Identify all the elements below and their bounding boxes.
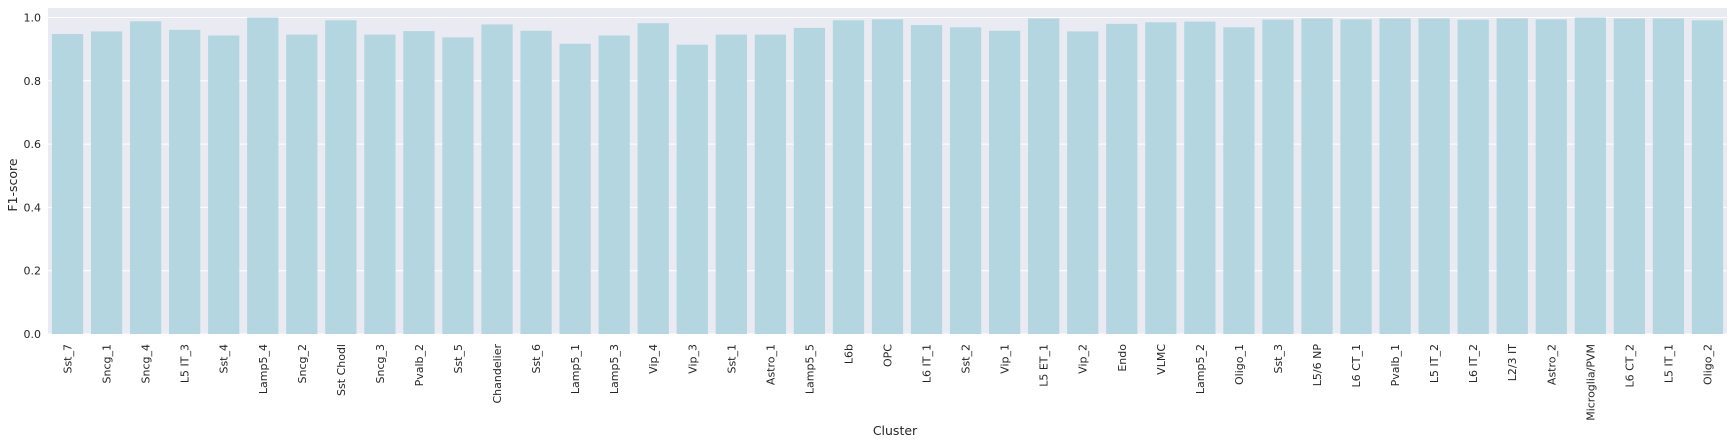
bar	[1418, 18, 1450, 334]
bar	[793, 27, 826, 334]
bar	[1379, 18, 1411, 334]
x-tick-label: Sncg_4	[140, 344, 153, 383]
bar	[1340, 19, 1372, 335]
x-tick-label: Sst_5	[452, 344, 465, 374]
x-tick-label: Vip_3	[686, 344, 699, 374]
x-tick-label: L5 IT_2	[1428, 344, 1441, 383]
bar	[871, 19, 904, 335]
bar	[949, 27, 982, 335]
bar	[208, 35, 240, 335]
x-tick-label: Lamp5_2	[1194, 344, 1207, 394]
x-tick-label: Sncg_3	[374, 344, 387, 383]
bar	[1184, 21, 1216, 334]
bar	[1574, 17, 1606, 334]
x-tick-label: Astro_2	[1545, 344, 1558, 385]
x-tick-label: Oligo_2	[1701, 344, 1714, 385]
x-tick-label: Pvalb_1	[1389, 344, 1402, 386]
bar	[1496, 18, 1528, 334]
x-tick-label: L5 IT_1	[1662, 344, 1675, 383]
bar	[1106, 23, 1138, 334]
x-tick-label: Microglia/PVM	[1584, 344, 1597, 421]
x-tick-label: Vip_4	[647, 344, 660, 374]
x-tick-label: Sst_7	[62, 344, 75, 374]
x-tick-label: L5 ET_1	[1038, 344, 1051, 387]
bar	[1652, 18, 1685, 334]
x-tick-label: Sncg_1	[101, 344, 114, 383]
y-tick-label: 0.8	[24, 75, 42, 88]
x-tick-label: Endo	[1116, 344, 1129, 372]
x-tick-label: Lamp5_1	[569, 344, 582, 394]
bar	[286, 34, 318, 335]
x-tick-label: L6 IT_1	[921, 344, 934, 383]
x-tick-label: Lamp5_5	[803, 344, 816, 394]
bar	[1262, 19, 1294, 334]
x-tick-label: Lamp5_3	[608, 344, 621, 394]
x-tick-label: Sst_3	[1272, 344, 1285, 374]
x-tick-label: Sst_2	[960, 344, 973, 374]
bar	[90, 31, 123, 335]
bar	[1301, 18, 1333, 334]
bar	[247, 17, 279, 334]
x-tick-label: L5 IT_3	[179, 344, 192, 383]
x-tick-label: Pvalb_2	[413, 344, 426, 386]
bar	[637, 23, 669, 335]
x-tick-label: OPC	[882, 344, 895, 367]
bar	[1691, 20, 1724, 334]
x-tick-label: Lamp5_4	[257, 344, 270, 394]
x-tick-label: Sst Chodl	[335, 344, 348, 396]
y-tick-label: 0.0	[24, 328, 42, 341]
x-tick-label: Vip_2	[1077, 344, 1090, 374]
bar	[676, 44, 708, 334]
bar	[51, 33, 84, 334]
bar	[1613, 18, 1646, 334]
bar	[754, 34, 786, 335]
x-axis-label: Cluster	[873, 423, 918, 438]
bar	[559, 43, 591, 335]
x-tick-labels: Sst_7 Sncg_1 Sncg_4 L5 IT_3 Sst_4 Lamp5_4 Sncg…	[62, 344, 1715, 421]
bar	[520, 30, 552, 334]
x-tick-label: VLMC	[1155, 344, 1168, 375]
bar	[169, 29, 201, 334]
bar	[715, 34, 747, 335]
y-tick-label: 1.0	[24, 11, 42, 24]
y-tick-labels: 0.0 0.2 0.4 0.6 0.8 1.0	[24, 11, 42, 341]
bar	[1535, 19, 1567, 335]
y-tick-label: 0.2	[24, 265, 42, 278]
bar	[129, 21, 162, 334]
x-tick-label: L6b	[842, 344, 855, 364]
x-tick-label: L2/3 IT	[1506, 344, 1519, 382]
bar	[910, 25, 943, 335]
y-tick-label: 0.6	[24, 138, 42, 151]
bar	[325, 20, 357, 334]
x-tick-label: L6 IT_2	[1467, 344, 1480, 383]
bar	[403, 31, 435, 334]
x-tick-label: Astro_1	[764, 344, 777, 385]
x-tick-label: L5/6 NP	[1311, 344, 1324, 387]
x-tick-label: Sst_4	[218, 344, 231, 374]
x-tick-label: L6 CT_2	[1623, 344, 1636, 388]
bar	[989, 30, 1021, 334]
x-tick-label: L6 CT_1	[1350, 344, 1363, 388]
bar	[1457, 19, 1489, 334]
bars	[51, 17, 1724, 335]
bar	[481, 24, 513, 334]
x-tick-label: Chandelier	[491, 344, 504, 404]
x-tick-label: Sncg_2	[296, 344, 309, 383]
x-tick-label: Vip_1	[999, 344, 1012, 374]
bar	[1223, 27, 1255, 335]
y-axis-label: F1-score	[5, 158, 20, 212]
x-tick-label: Sst_6	[530, 344, 543, 374]
bar	[832, 20, 865, 334]
bar	[1028, 18, 1060, 334]
x-tick-label: Oligo_1	[1233, 344, 1246, 385]
bar	[1145, 22, 1177, 335]
bar	[442, 37, 474, 335]
bar	[1067, 31, 1099, 335]
bar	[598, 35, 630, 335]
y-tick-label: 0.4	[24, 201, 42, 214]
x-tick-label: Sst_1	[725, 344, 738, 374]
bar	[364, 34, 396, 335]
